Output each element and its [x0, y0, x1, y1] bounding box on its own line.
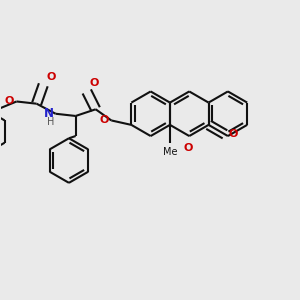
Text: O: O [90, 79, 99, 88]
Text: O: O [46, 72, 56, 82]
Text: Me: Me [163, 147, 177, 157]
Text: O: O [100, 116, 109, 125]
Text: H: H [47, 117, 54, 127]
Text: O: O [183, 143, 193, 154]
Text: O: O [229, 129, 238, 140]
Text: N: N [44, 107, 54, 120]
Text: O: O [5, 97, 14, 106]
